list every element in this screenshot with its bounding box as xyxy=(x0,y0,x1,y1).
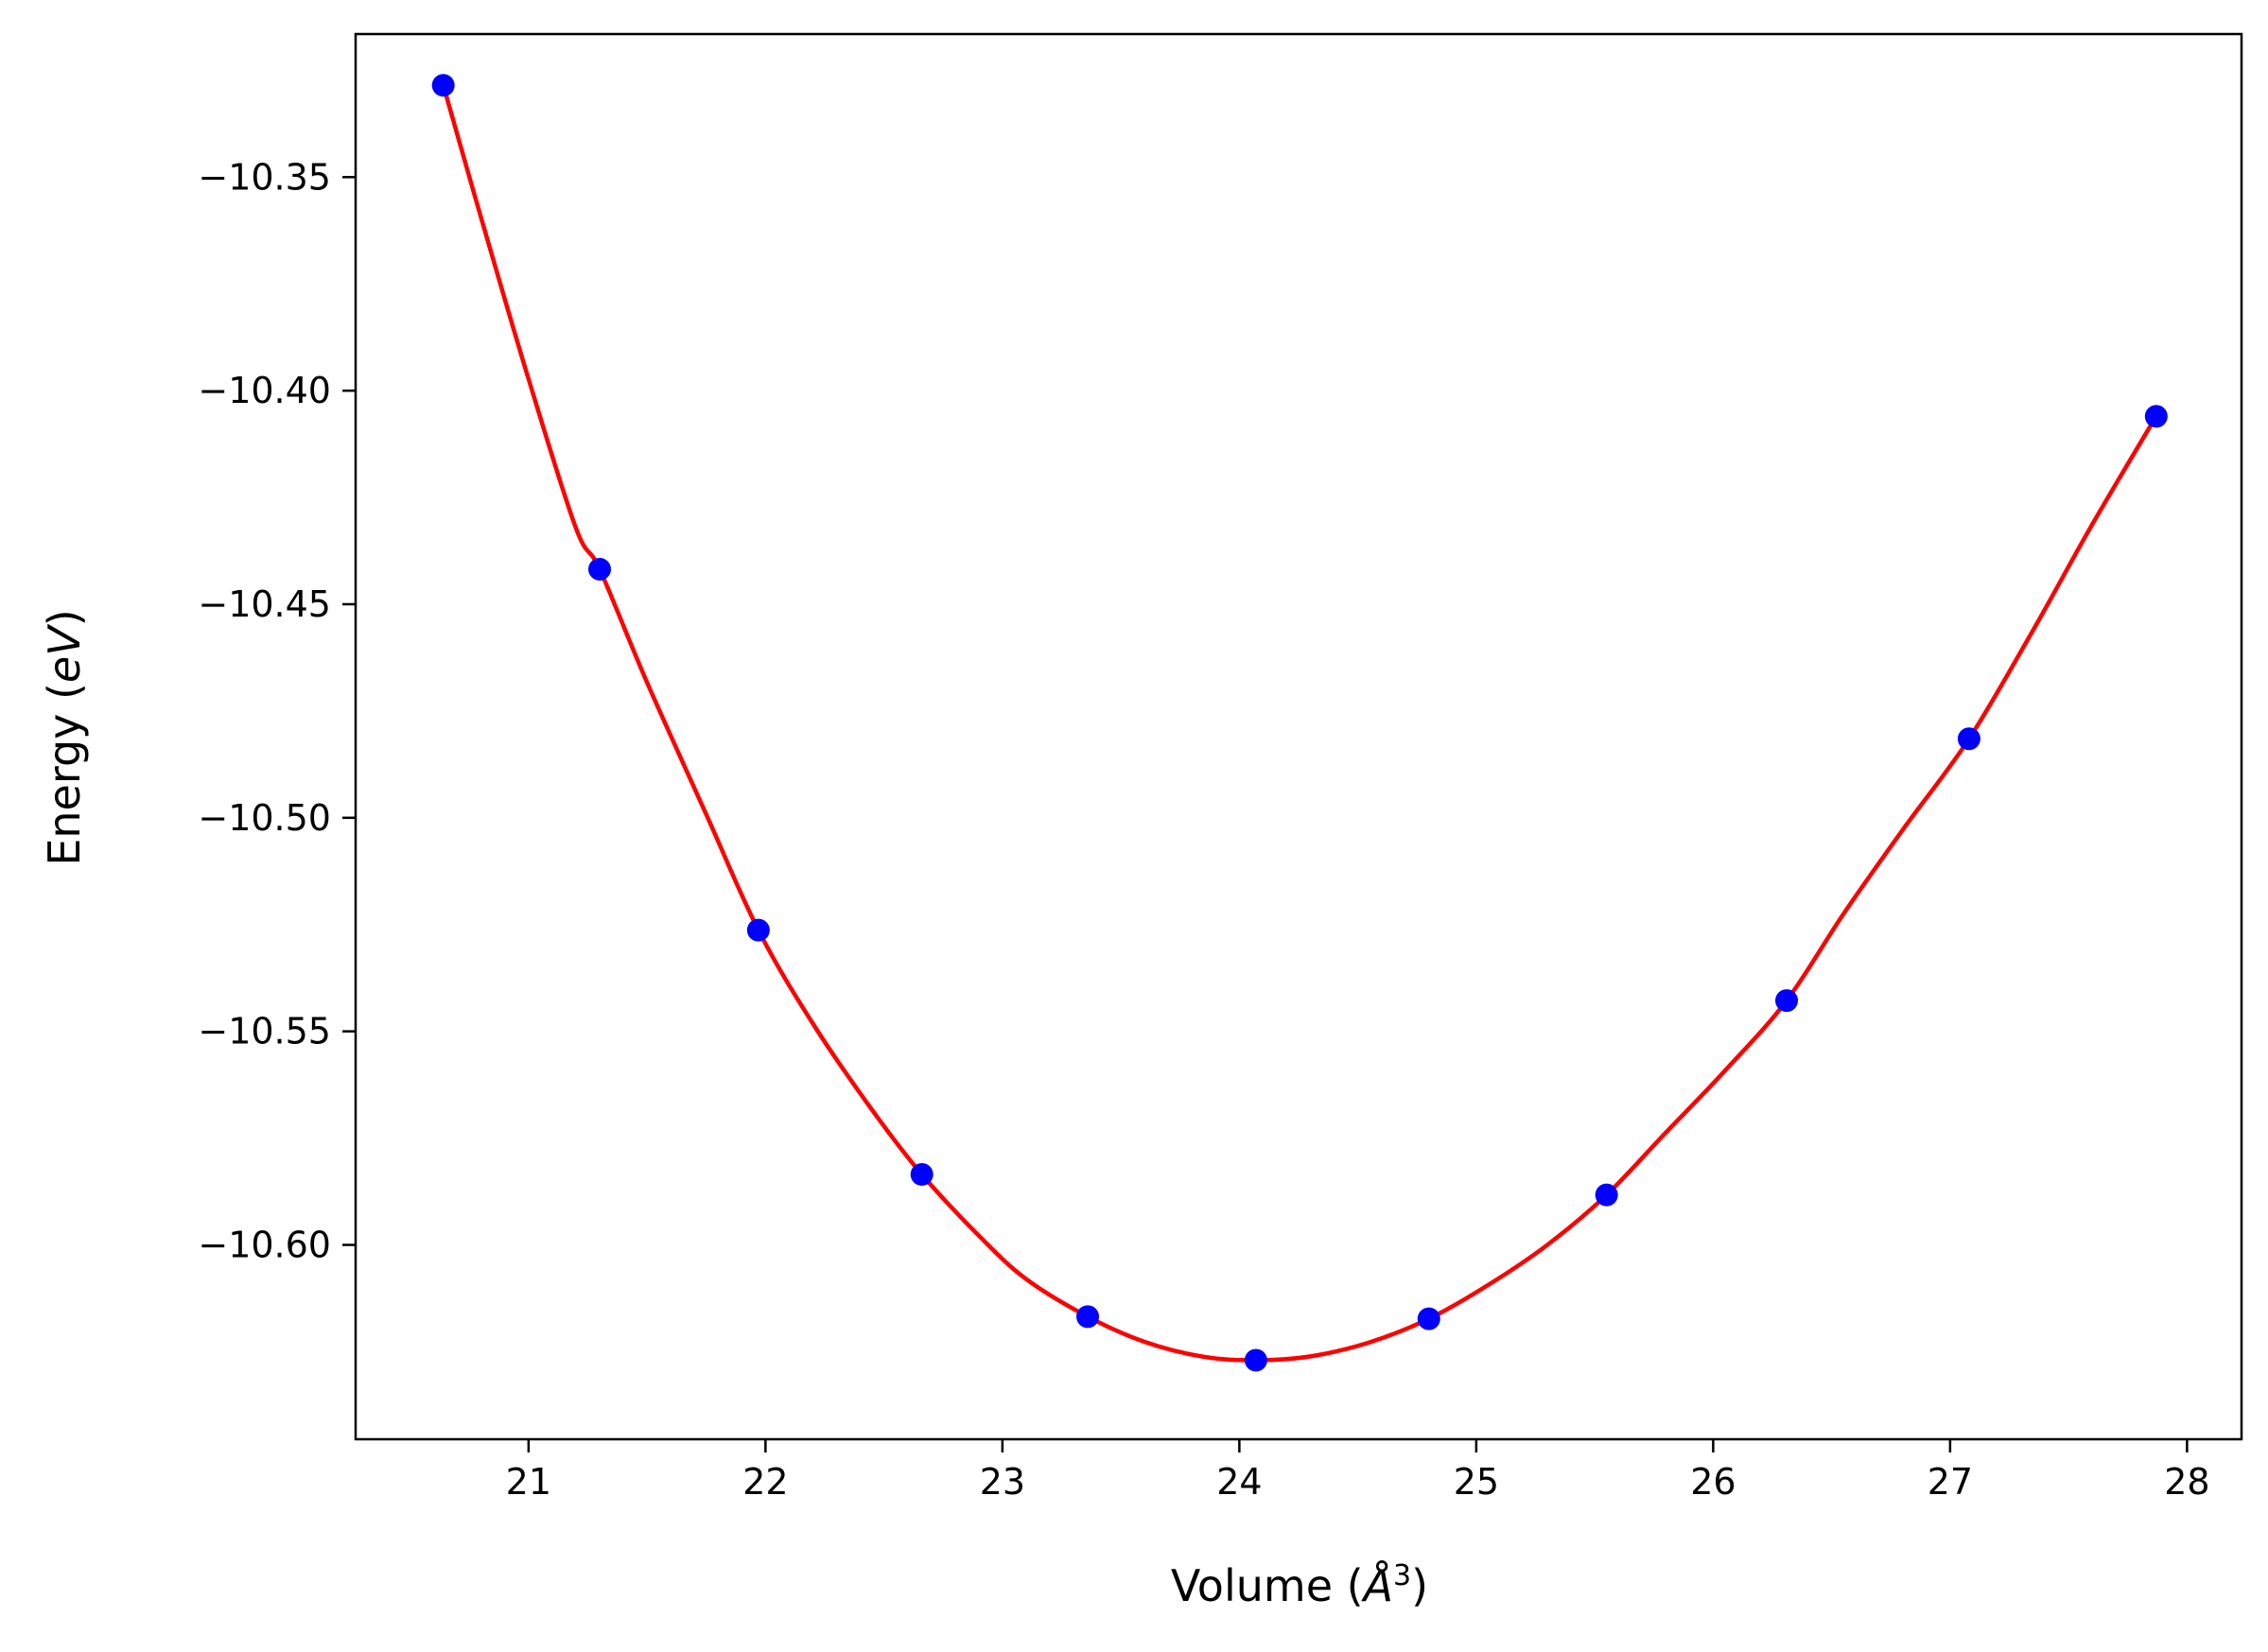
y-tick-label: −10.60 xyxy=(198,1224,331,1265)
y-tick-label: −10.40 xyxy=(198,370,331,411)
x-tick-label: 25 xyxy=(1454,1461,1499,1503)
data-point xyxy=(746,918,770,942)
fit-curve-layer xyxy=(441,84,2158,1363)
y-axis-label-prefix: Energy ( xyxy=(39,683,90,866)
fit-curve xyxy=(441,84,2158,1363)
y-axis-label-symbol: eV xyxy=(39,623,90,683)
data-point xyxy=(1417,1307,1440,1330)
x-axis-ticks: 21 22 23 24 25 26 27 28 xyxy=(506,1439,2210,1503)
x-tick-label: 21 xyxy=(506,1461,551,1503)
x-tick-label: 26 xyxy=(1690,1461,1736,1503)
y-tick-label: −10.55 xyxy=(198,1011,331,1052)
data-point xyxy=(1595,1183,1618,1207)
y-tick-label: −10.45 xyxy=(198,583,331,625)
y-axis-label-suffix: ) xyxy=(39,609,90,626)
data-point xyxy=(1244,1348,1267,1372)
y-tick-label: −10.35 xyxy=(198,156,331,198)
x-tick-label: 23 xyxy=(980,1461,1025,1503)
data-point xyxy=(431,74,455,97)
y-tick-label: −10.50 xyxy=(198,797,331,839)
x-tick-label: 24 xyxy=(1216,1461,1262,1503)
x-axis-label-superscript: 3 xyxy=(1393,1559,1411,1592)
axes-frame xyxy=(354,32,2243,1441)
x-axis-label: Volume (Å3) xyxy=(1171,1559,1428,1612)
x-axis-label-prefix: Volume ( xyxy=(1171,1560,1364,1611)
x-axis-label-symbol: Å xyxy=(1361,1560,1393,1611)
data-point xyxy=(588,557,612,581)
data-point xyxy=(1775,989,1799,1013)
y-axis-label: Energy (eV) xyxy=(39,609,90,865)
data-points-layer xyxy=(431,74,2168,1372)
data-point xyxy=(1076,1305,1100,1329)
x-tick-label: 28 xyxy=(2164,1461,2209,1503)
x-tick-label: 27 xyxy=(1928,1461,1973,1503)
x-axis-label-suffix: ) xyxy=(1411,1560,1428,1611)
data-point xyxy=(1957,727,1980,751)
x-tick-label: 22 xyxy=(742,1461,788,1503)
data-point xyxy=(910,1162,933,1186)
y-axis-ticks: −10.60 −10.55 −10.50 −10.45 −10.40 −10.35 xyxy=(198,156,356,1265)
data-point xyxy=(2144,405,2168,428)
